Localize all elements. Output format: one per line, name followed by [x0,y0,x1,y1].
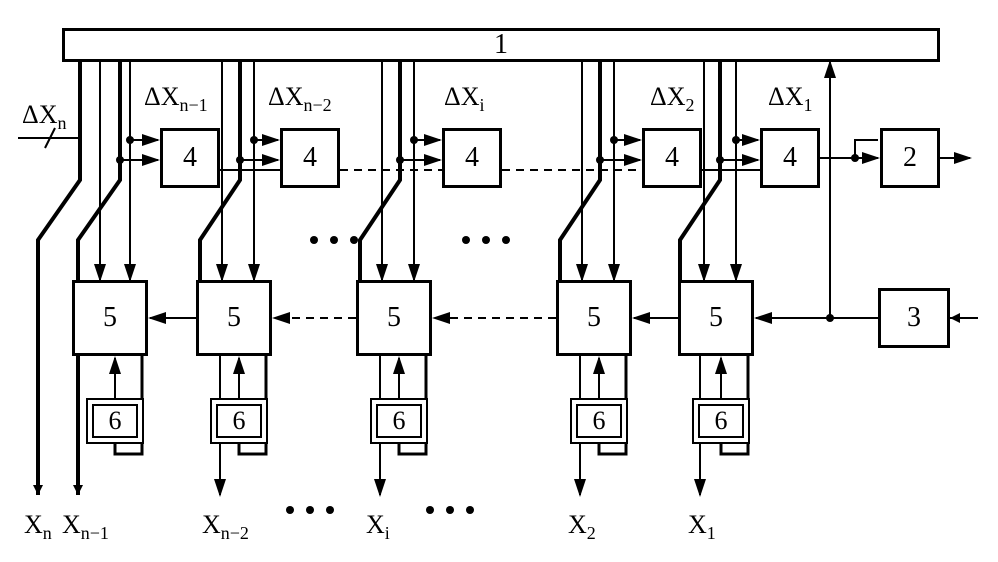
block-2-label: 2 [903,142,917,174]
delta-label: ΔX2 [650,82,695,116]
output-label: Xn [24,510,52,544]
block-5-label: 5 [227,302,241,334]
block-4: 4 [642,128,702,188]
block-4-label: 4 [465,142,479,174]
delta-label: ΔXn−1 [144,82,208,116]
block-5: 5 [72,280,148,356]
block-2: 2 [880,128,940,188]
output-label: Xn−1 [62,510,109,544]
block-6-label: 6 [593,406,606,436]
block-5: 5 [356,280,432,356]
block-3-label: 3 [907,302,921,334]
block-6: 6 [210,398,268,444]
block-5: 5 [196,280,272,356]
block-4: 4 [160,128,220,188]
block-6: 6 [570,398,628,444]
delta-xn-label: ΔXn [22,100,67,134]
block-5: 5 [556,280,632,356]
block-4: 4 [760,128,820,188]
output-label: Xn−2 [202,510,249,544]
delta-label: ΔXi [444,82,485,116]
diagram-canvas: 1 4 4 4 4 4 2 3 5 5 5 5 5 6 6 [0,0,998,562]
block-6-label: 6 [109,406,122,436]
block-4-label: 4 [303,142,317,174]
block-5-label: 5 [103,302,117,334]
block-5-label: 5 [587,302,601,334]
block-6: 6 [692,398,750,444]
block-6-label: 6 [233,406,246,436]
block-5-label: 5 [387,302,401,334]
block-1-label: 1 [494,29,508,61]
block-5: 5 [678,280,754,356]
output-label: X1 [688,510,716,544]
block-6: 6 [86,398,144,444]
block-4-label: 4 [665,142,679,174]
output-label: Xi [366,510,390,544]
block-4-label: 4 [783,142,797,174]
block-4: 4 [442,128,502,188]
block-4: 4 [280,128,340,188]
block-6-label: 6 [393,406,406,436]
block-4-label: 4 [183,142,197,174]
block-3: 3 [878,288,950,348]
block-1: 1 [62,28,940,62]
delta-label: ΔXn−2 [268,82,332,116]
block-6-label: 6 [715,406,728,436]
output-label: X2 [568,510,596,544]
delta-label: ΔX1 [768,82,813,116]
block-5-label: 5 [709,302,723,334]
block-6: 6 [370,398,428,444]
